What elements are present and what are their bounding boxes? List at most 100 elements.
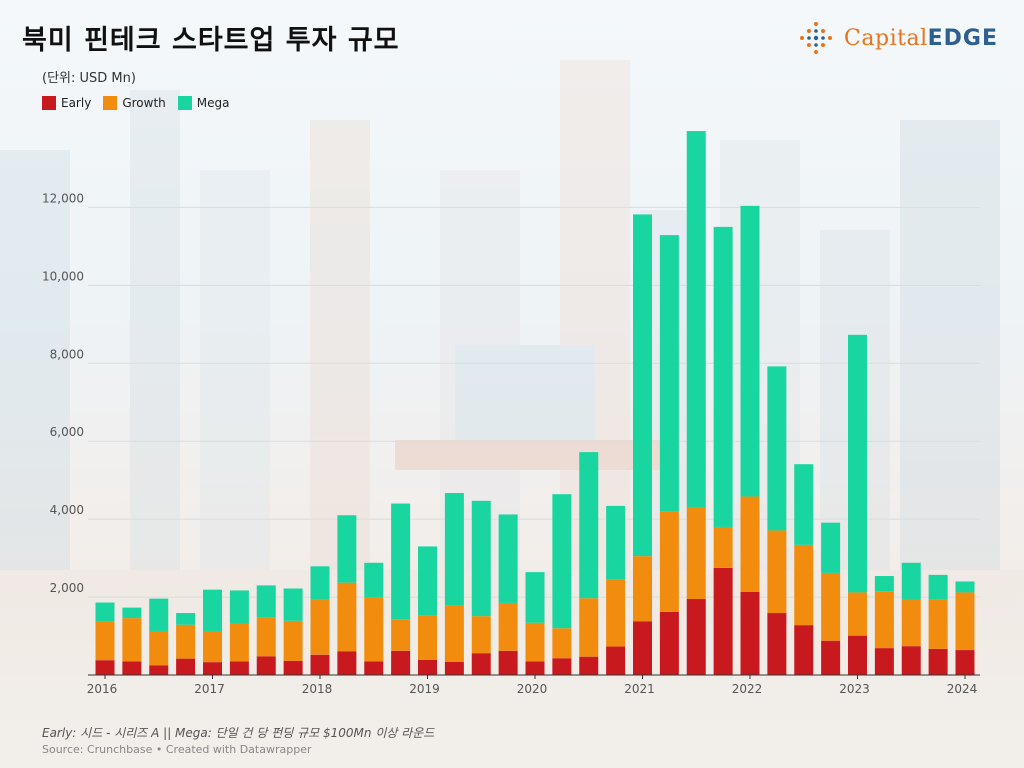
bar-segment-mega (95, 602, 115, 622)
bar-segment-growth (337, 582, 357, 652)
bar-segment-mega (364, 562, 384, 598)
bar-segment-mega (633, 214, 652, 557)
bar-segment-mega (471, 500, 491, 617)
bar-segment-early (579, 656, 599, 675)
bar-segment-early (713, 567, 733, 675)
x-tick-label: 2017 (194, 682, 225, 696)
x-tick-label: 2019 (409, 682, 440, 696)
bar-segment-early (633, 621, 652, 675)
bar-segment-mega (874, 576, 894, 592)
bar-segment-growth (283, 620, 303, 661)
x-tick-label: 2022 (732, 682, 763, 696)
bar-segment-early (444, 661, 464, 675)
bar-segment-early (606, 646, 626, 675)
bar-segment-growth (471, 616, 491, 654)
bar-segment-growth (256, 617, 276, 657)
bar-segment-mega (418, 546, 437, 616)
bar-segment-early (471, 653, 491, 675)
bar-segment-mega (848, 334, 867, 593)
bar-segment-growth (874, 591, 894, 649)
y-tick-label: 6,000 (50, 425, 84, 439)
bar-segment-mega (229, 590, 249, 624)
legend-item-growth: Growth (103, 96, 166, 110)
bar-segment-growth (364, 597, 384, 662)
bar-segment-growth (686, 507, 706, 600)
logo-text-main: Capital (844, 25, 928, 51)
chart-source: Source: Crunchbase • Created with Datawr… (42, 743, 312, 756)
bar-segment-mega (552, 494, 572, 629)
bar-segment-early (418, 659, 437, 675)
bar-segment-early (955, 650, 975, 675)
bar-segment-early (391, 650, 411, 675)
bar-segment-early (525, 661, 545, 675)
legend-swatch-growth (103, 96, 118, 110)
bar-segment-growth (444, 605, 464, 662)
legend-item-early: Early (42, 96, 91, 110)
bar-segment-early (686, 599, 706, 675)
x-tick-label: 2021 (624, 682, 655, 696)
legend-swatch-early (42, 96, 56, 110)
bar-segment-growth (767, 530, 787, 614)
y-tick-label: 4,000 (50, 503, 84, 517)
bar-segment-mega (176, 613, 196, 625)
bar-segment-mega (203, 589, 222, 631)
x-tick-label: 2024 (947, 682, 978, 696)
bar-segment-growth (606, 579, 626, 647)
bar-segment-mega (713, 226, 733, 527)
bar-segment-early (149, 665, 169, 675)
bar-segment-mega (283, 588, 303, 621)
logo-text-accent: EDGE (927, 25, 998, 51)
bar-segment-mega (686, 131, 706, 508)
bar-segment-early (95, 660, 115, 675)
legend-label-early: Early (61, 96, 92, 110)
bar-segment-growth (955, 592, 975, 651)
bar-segment-early (283, 660, 303, 675)
bar-segment-early (901, 646, 921, 675)
x-tick-label: 2016 (87, 682, 118, 696)
bar-segment-early (740, 592, 760, 675)
bar-segment-mega (498, 514, 518, 603)
bar-segment-growth (498, 602, 518, 651)
bar-segment-early (874, 648, 894, 675)
legend-item-mega: Mega (177, 96, 230, 110)
bar-segment-growth (713, 526, 733, 568)
bar-segment-mega (579, 452, 599, 599)
bar-segment-early (659, 611, 679, 675)
brand-logo: CapitalEDGE (796, 18, 998, 58)
bar-segment-early (229, 661, 249, 675)
bar-segment-mega (740, 205, 760, 497)
bar-segment-growth (149, 630, 169, 666)
bar-segment-early (176, 658, 196, 675)
bar-segment-mega (337, 515, 357, 583)
page-title: 북미 핀테크 스타트업 투자 규모 (22, 25, 400, 56)
logo-wordmark: CapitalEDGE (844, 26, 998, 51)
chart-footnote: Early: 시드 - 시리즈 A || Mega: 단일 건 당 펀딩 규모 … (42, 726, 435, 740)
bar-segment-early (928, 648, 948, 675)
bar-segment-early (498, 650, 518, 675)
bar-segment-early (552, 658, 572, 675)
bar-segment-mega (767, 366, 787, 531)
bar-segment-early (122, 661, 142, 675)
bar-segment-growth (95, 621, 115, 661)
bar-segment-growth (552, 628, 572, 659)
legend-label-mega: Mega (196, 96, 230, 110)
y-tick-label: 10,000 (42, 269, 84, 283)
bar-segment-mega (794, 464, 814, 545)
bar-segment-mega (256, 585, 276, 618)
bar-segment-mega (659, 235, 679, 512)
bar-segment-growth (740, 496, 760, 593)
bar-segment-early (794, 625, 814, 675)
legend-swatch-mega (177, 96, 192, 110)
bar-segment-early (821, 640, 841, 675)
bar-segment-growth (928, 599, 948, 649)
bar-segment-mega (149, 598, 169, 631)
unit-label: (단위: USD Mn) (42, 71, 136, 86)
bar-segment-growth (229, 623, 249, 662)
bar-segment-mega (901, 562, 921, 600)
bar-segment-growth (203, 630, 222, 663)
bar-segment-growth (901, 599, 921, 647)
bar-segment-early (767, 613, 787, 675)
bar-segment-growth (418, 615, 437, 660)
legend-label-growth: Growth (122, 96, 166, 110)
